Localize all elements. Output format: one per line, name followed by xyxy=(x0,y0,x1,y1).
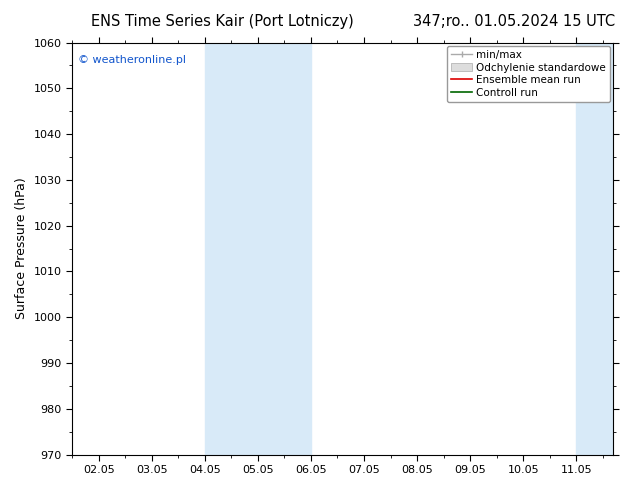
Y-axis label: Surface Pressure (hPa): Surface Pressure (hPa) xyxy=(15,178,28,319)
Bar xyxy=(205,43,311,455)
Legend: min/max, Odchylenie standardowe, Ensemble mean run, Controll run: min/max, Odchylenie standardowe, Ensembl… xyxy=(447,46,611,102)
Text: 347;ro.. 01.05.2024 15 UTC: 347;ro.. 01.05.2024 15 UTC xyxy=(413,14,615,29)
Text: ENS Time Series Kair (Port Lotniczy): ENS Time Series Kair (Port Lotniczy) xyxy=(91,14,353,29)
Text: © weatheronline.pl: © weatheronline.pl xyxy=(77,55,186,65)
Bar xyxy=(576,43,630,455)
